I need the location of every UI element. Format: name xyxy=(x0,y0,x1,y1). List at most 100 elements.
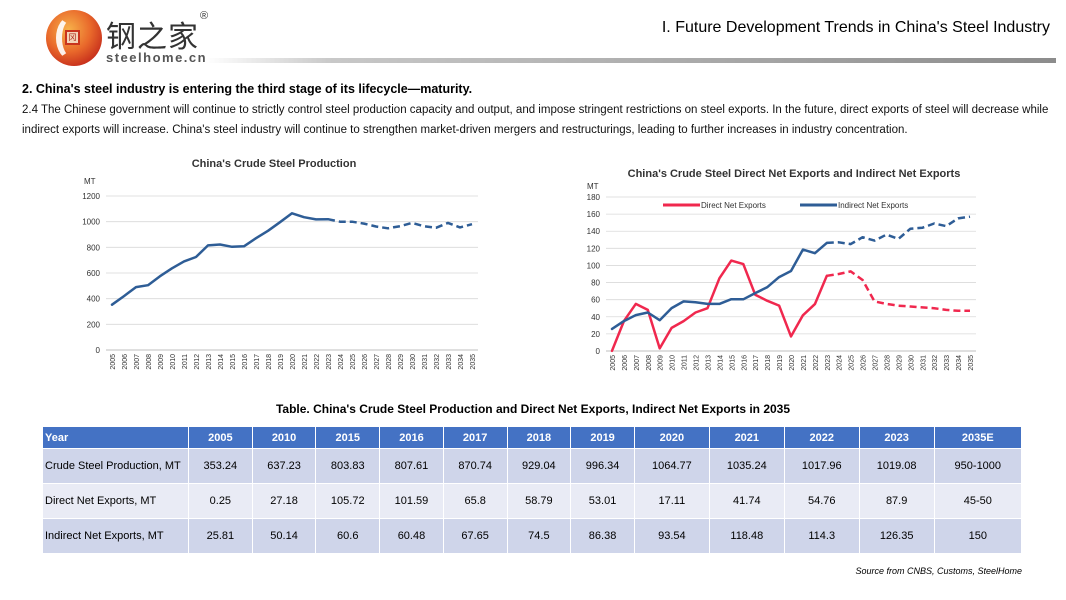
x-tick-label: 2023 xyxy=(326,354,333,370)
table-cell: 50.14 xyxy=(251,518,317,554)
x-tick-label: 2018 xyxy=(765,355,772,371)
x-tick-label: 2010 xyxy=(170,354,177,370)
table-cell: 996.34 xyxy=(570,448,635,484)
x-tick-label: 2013 xyxy=(206,354,213,370)
chart1-gridlines xyxy=(106,195,478,351)
x-tick-label: 2023 xyxy=(825,355,832,371)
logo-chinese-text: 钢之家 xyxy=(106,20,199,55)
table-cell: 353.24 xyxy=(188,448,253,484)
legend-direct-label: Direct Net Exports xyxy=(701,201,766,210)
x-tick-label: 2011 xyxy=(682,355,689,370)
x-tick-label: 2033 xyxy=(944,355,951,371)
table-cell: 114.3 xyxy=(783,518,860,554)
x-tick-label: 2015 xyxy=(729,355,736,371)
x-tick-label: 2032 xyxy=(434,354,441,370)
x-tick-label: 2013 xyxy=(705,355,712,371)
x-tick-label: 2035 xyxy=(968,355,975,371)
y-tick-label: 100 xyxy=(587,261,601,270)
table-cell: 27.18 xyxy=(251,483,317,519)
x-tick-label: 2019 xyxy=(278,354,285,370)
table-cell: 105.72 xyxy=(315,483,381,519)
table-cell: 87.9 xyxy=(858,483,935,519)
x-tick-label: 2016 xyxy=(242,354,249,370)
x-tick-label: 2016 xyxy=(741,355,748,371)
table-cell: 0.25 xyxy=(188,483,253,519)
x-tick-label: 2008 xyxy=(646,355,653,371)
y-tick-label: 0 xyxy=(96,346,101,355)
x-tick-label: 2014 xyxy=(717,355,724,371)
section-paragraph: 2.4 The Chinese government will continue… xyxy=(22,104,1049,136)
table-header-cell: 2022 xyxy=(783,426,860,449)
chart1-y-axis: 0 200 400 600 800 1000 1200 xyxy=(82,192,100,355)
table-cell: 86.38 xyxy=(570,518,635,554)
series-line-forecast xyxy=(327,217,473,230)
table-header-cell: 2018 xyxy=(506,426,572,449)
x-tick-label: 2006 xyxy=(122,354,129,370)
x-tick-label: 2012 xyxy=(694,355,701,371)
chart2-title: China's Crude Steel Direct Net Exports a… xyxy=(628,168,961,180)
x-tick-label: 2031 xyxy=(422,354,429,370)
chart2-gridlines xyxy=(606,196,976,352)
x-tick-label: 2011 xyxy=(182,354,189,369)
x-tick-label: 2020 xyxy=(290,354,297,370)
table-cell: 74.5 xyxy=(506,518,572,554)
table-cell: 929.04 xyxy=(506,448,572,484)
table-cell: 60.6 xyxy=(315,518,381,554)
x-tick-label: 2014 xyxy=(218,354,225,370)
table-cell: 67.65 xyxy=(442,518,508,554)
table-header-cell: 2005 xyxy=(188,426,253,449)
table-cell: Crude Steel Production, MT xyxy=(42,448,189,484)
table-header-cell: 2017 xyxy=(442,426,508,449)
table-header-cell: 2035E xyxy=(933,426,1023,449)
table-cell: 803.83 xyxy=(315,448,381,484)
x-tick-label: 2027 xyxy=(374,354,381,370)
x-tick-label: 2006 xyxy=(622,355,629,371)
table-cell: 1017.96 xyxy=(783,448,860,484)
header-divider xyxy=(205,58,1056,63)
charts-canvas: China's Crude Steel Production MT 020040… xyxy=(82,158,976,371)
x-tick-label: 2020 xyxy=(789,355,796,371)
chart2-legend: Direct Net Exports Indirect Net Exports xyxy=(663,201,908,210)
chart2-ylabel: MT xyxy=(587,182,599,191)
table-cell: 45-50 xyxy=(933,483,1023,519)
table-cell: 1019.08 xyxy=(858,448,935,484)
x-tick-label: 2024 xyxy=(338,354,345,370)
y-tick-label: 80 xyxy=(591,279,600,288)
table-cell: 58.79 xyxy=(506,483,572,519)
table-cell: 41.74 xyxy=(708,483,785,519)
table-cell: 1035.24 xyxy=(708,448,785,484)
source-note: Source from CNBS, Customs, SteelHome xyxy=(855,566,1022,576)
indirect-net-exports-line-actual xyxy=(610,241,829,331)
table-cell: 25.81 xyxy=(188,518,253,554)
x-tick-label: 2022 xyxy=(813,355,820,371)
x-tick-label: 2026 xyxy=(861,355,868,371)
table-cell: 101.59 xyxy=(379,483,444,519)
x-tick-label: 2022 xyxy=(314,354,321,370)
x-tick-label: 2009 xyxy=(158,354,165,370)
chart1-series xyxy=(110,212,473,306)
x-tick-label: 2028 xyxy=(884,355,891,371)
table-cell: 870.74 xyxy=(442,448,508,484)
direct-net-exports-line-actual xyxy=(610,259,829,353)
table-row: Crude Steel Production, MT 353.24 637.23… xyxy=(42,448,1023,484)
x-tick-label: 2005 xyxy=(610,355,617,371)
table-header-cell: 2019 xyxy=(570,426,635,449)
direct-net-exports-line-forecast xyxy=(826,270,970,313)
table-header-cell: Year xyxy=(42,426,189,449)
x-tick-label: 2021 xyxy=(302,354,309,370)
x-tick-label: 2034 xyxy=(458,354,465,370)
y-tick-label: 800 xyxy=(87,243,101,252)
table-header-cell: 2016 xyxy=(379,426,444,449)
y-tick-label: 0 xyxy=(596,347,601,356)
x-tick-label: 2005 xyxy=(110,354,117,370)
y-tick-label: 60 xyxy=(591,296,600,305)
x-tick-label: 2021 xyxy=(801,355,808,371)
chart1-x-axis: 2005 2006 2007 2008 2009 2010 2011 2012 2013 2014… xyxy=(106,349,478,370)
x-tick-label: 2009 xyxy=(658,355,665,371)
table-cell: 65.8 xyxy=(442,483,508,519)
table-cell: 17.11 xyxy=(633,483,710,519)
table-cell: 60.48 xyxy=(379,518,444,554)
table-header-cell: 2021 xyxy=(708,426,785,449)
x-tick-label: 2007 xyxy=(134,354,141,370)
x-tick-label: 2032 xyxy=(932,355,939,371)
